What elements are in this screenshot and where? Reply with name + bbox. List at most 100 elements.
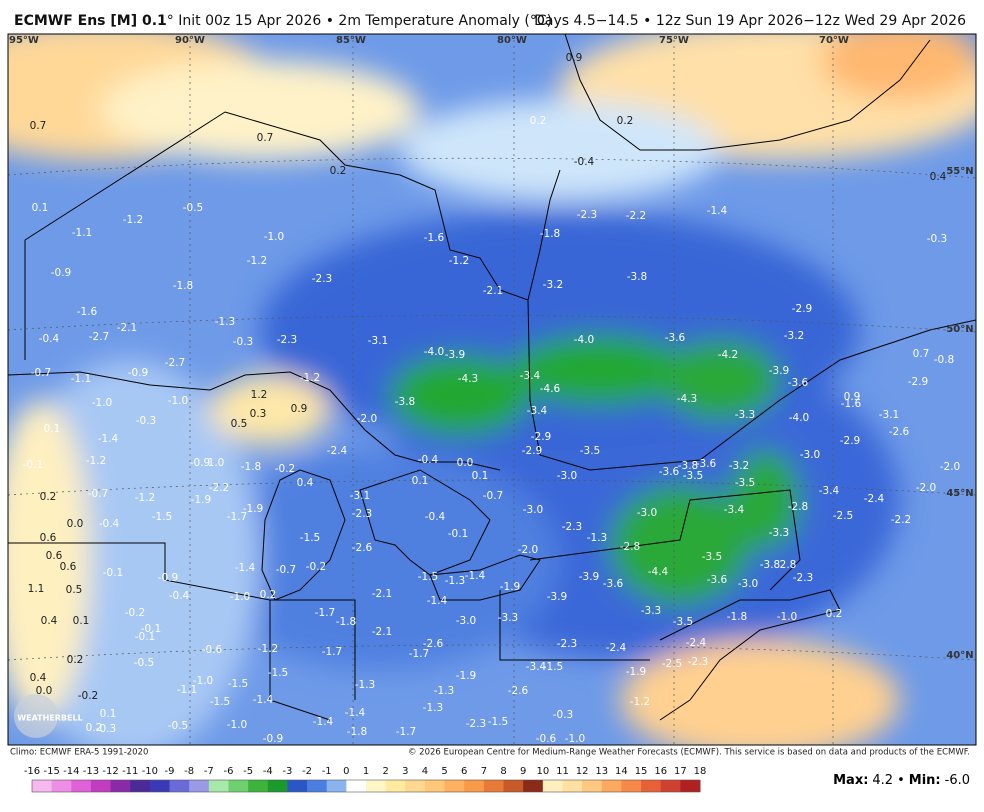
- anomaly-label: -2.3: [277, 334, 298, 346]
- anomaly-label: -1.7: [396, 726, 417, 738]
- colorbar-tick-label: -5: [243, 766, 253, 777]
- anomaly-label: -4.6: [540, 383, 561, 395]
- colorbar-tick-label: 8: [500, 766, 506, 777]
- anomaly-label: -1.3: [587, 532, 608, 544]
- anomaly-label: -1.3: [434, 685, 455, 697]
- anomaly-label: -2.7: [165, 357, 186, 369]
- anomaly-label: -0.4: [99, 518, 120, 530]
- anomaly-label: -3.1: [350, 490, 371, 502]
- colorbar-tick-label: 12: [576, 766, 589, 777]
- anomaly-label: 0.1: [472, 470, 489, 482]
- lat-label: 50°N: [946, 324, 973, 335]
- anomaly-label: 0.2: [826, 608, 843, 620]
- anomaly-label: -0.9: [128, 367, 149, 379]
- anomaly-label: -1.5: [300, 532, 321, 544]
- logo-text: WEATHERBELL: [17, 714, 82, 723]
- anomaly-label: -3.8: [678, 460, 699, 472]
- stats: Max: 4.2 • Min: -6.0: [833, 773, 970, 788]
- anomaly-label: -3.1: [879, 409, 900, 421]
- anomaly-label: 0.3: [250, 408, 267, 420]
- map-frame: [7, 33, 977, 746]
- lat-label: 40°N: [946, 650, 973, 661]
- anomaly-label: -1.5: [152, 511, 173, 523]
- colorbar-swatch: [562, 780, 583, 792]
- anomaly-label: 1.2: [251, 389, 268, 401]
- anomaly-label: -3.6: [707, 574, 728, 586]
- anomaly-label: -2.1: [372, 588, 393, 600]
- anomaly-label: -4.0: [789, 412, 810, 424]
- colorbar-tick-label: 6: [461, 766, 467, 777]
- anomaly-label: -2.9: [908, 376, 929, 388]
- anomaly-label: -2.3: [577, 209, 598, 221]
- anomaly-label: -3.5: [673, 616, 694, 628]
- anomaly-label: -2.2: [891, 514, 912, 526]
- colorbar-swatch: [130, 780, 151, 792]
- title: ECMWF Ens [M] 0.1° Init 00z 15 Apr 2026 …: [14, 13, 552, 29]
- anomaly-label: -3.5: [702, 551, 723, 563]
- anomaly-label: -3.3: [641, 605, 662, 617]
- anomaly-label: 0.1: [32, 202, 49, 214]
- anomaly-label: -0.5: [183, 202, 204, 214]
- anomaly-label: -0.1: [23, 459, 44, 471]
- anomaly-label: -1.2: [86, 455, 107, 467]
- anomaly-label: 0.1: [412, 475, 429, 487]
- anomaly-label: -4.0: [424, 346, 445, 358]
- anomaly-label: -1.8: [727, 611, 748, 623]
- anomaly-label: -1.0: [168, 395, 189, 407]
- anomaly-label: -2.0: [357, 413, 378, 425]
- anomaly-label: -1.4: [427, 595, 448, 607]
- anomaly-label: -2.3: [688, 656, 709, 668]
- anomaly-label: -0.4: [418, 454, 439, 466]
- colorbar-swatch: [405, 780, 426, 792]
- colorbar-tick-label: -6: [223, 766, 233, 777]
- colorbar-tick-label: 14: [615, 766, 628, 777]
- anomaly-label: -1.2: [258, 643, 279, 655]
- anomaly-label: 0.0: [457, 457, 474, 469]
- min-label: Min:: [909, 773, 941, 788]
- anomaly-label: -0.3: [96, 723, 117, 735]
- anomaly-label: -1.8: [241, 461, 262, 473]
- anomaly-label: -2.8: [620, 541, 641, 553]
- anomaly-label: -3.8: [627, 271, 648, 283]
- coastlines: [8, 34, 976, 721]
- anomaly-label: -2.2: [626, 210, 647, 222]
- anomaly-label: 0.2: [40, 491, 57, 503]
- coordinate-labels: 95°W 90°W 85°W 80°W 75°W 70°W 55°N 50°N 45°N 40°N: [9, 35, 974, 661]
- anomaly-label: -1.6: [841, 398, 862, 410]
- colorbar-tick-label: 16: [654, 766, 667, 777]
- anomaly-label: -2.6: [889, 426, 910, 438]
- anomaly-label: -1.7: [409, 648, 430, 660]
- anomaly-label: -1.1: [177, 684, 198, 696]
- colorbar-tick-label: 11: [556, 766, 569, 777]
- anomaly-label: -0.9: [51, 267, 72, 279]
- anomaly-label: -2.0: [916, 482, 937, 494]
- anomaly-label: 0.7: [30, 120, 47, 132]
- anomaly-label: -0.2: [306, 561, 327, 573]
- anomaly-label: -1.1: [71, 373, 92, 385]
- anomaly-label: -4.3: [458, 373, 479, 385]
- anomaly-label: -1.3: [355, 679, 376, 691]
- colorbar-tick-label: -8: [184, 766, 194, 777]
- colorbar-tick-label: 13: [595, 766, 608, 777]
- anomaly-label: -0.3: [553, 709, 574, 721]
- colorbar-tick-label: 10: [536, 766, 549, 777]
- lon-label: 85°W: [336, 35, 366, 46]
- anomaly-label: -2.3: [352, 508, 373, 520]
- anomaly-label: -2.4: [864, 493, 885, 505]
- anomaly-label: -3.8: [395, 396, 416, 408]
- anomaly-label: 2.8: [780, 559, 797, 571]
- anomaly-label: -2.9: [522, 445, 543, 457]
- climo-note: Climo: ECMWF ERA-5 1991-2020: [10, 748, 148, 758]
- anomaly-label: 0.4: [30, 672, 47, 684]
- colorbar-swatch: [90, 780, 112, 792]
- logo-globe: [14, 694, 58, 738]
- colorbar-swatch: [51, 780, 72, 792]
- separator: •: [897, 773, 905, 788]
- anomaly-label: -2.6: [508, 685, 529, 697]
- anomaly-label: 0.7: [257, 132, 274, 144]
- anomaly-label: 1.0: [208, 457, 225, 469]
- anomaly-label: -2.4: [327, 445, 348, 457]
- anomaly-label: -3.4: [526, 661, 547, 673]
- anomaly-label: -1.2: [300, 372, 321, 384]
- anomaly-label: -1.0: [230, 591, 251, 603]
